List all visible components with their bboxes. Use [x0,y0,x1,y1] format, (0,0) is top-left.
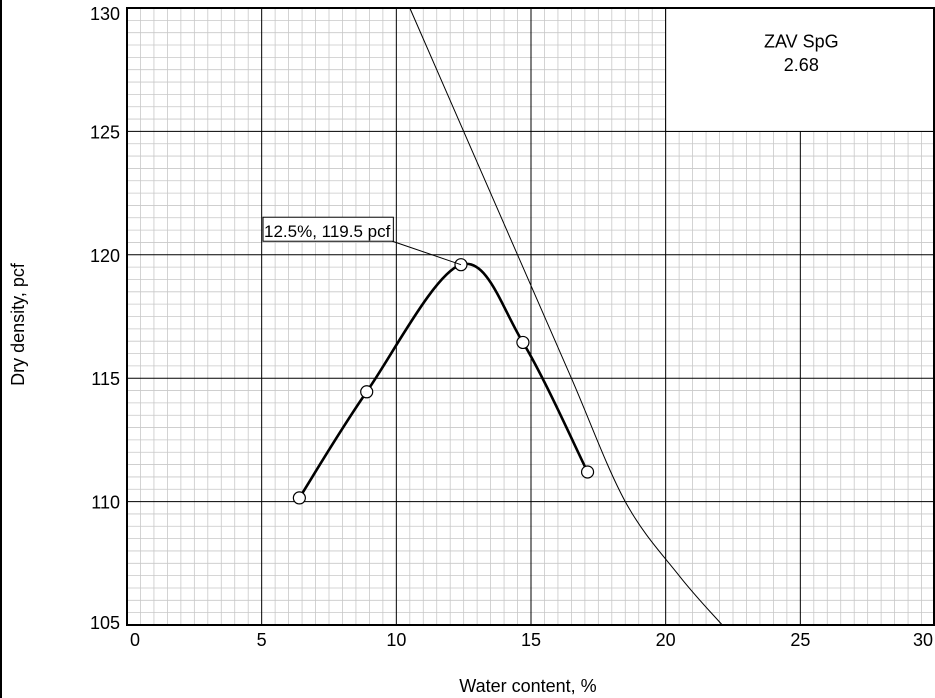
y-tick-label: 115 [91,369,120,389]
x-tick-label: 10 [386,630,406,650]
data-point [292,491,306,505]
y-tick-label: 120 [90,246,120,266]
y-tick-label: 125 [90,122,120,142]
y-tick-label: 110 [91,493,120,513]
y-axis-label: Dry density, pcf [8,262,28,386]
y-tick-labels: 105 110 115 120 125 130 [90,4,120,633]
x-tick-label: 5 [257,630,267,650]
x-tick-label: 0 [130,630,140,650]
peak-label: 12.5%, 119.5 pcf [264,222,391,241]
zav-annotation-value: 2.68 [784,55,819,75]
data-point [580,465,595,479]
data-points [292,258,595,505]
y-tick-label: 105 [90,613,120,633]
x-tick-label: 20 [656,630,676,650]
data-point [516,335,530,350]
zav-line [409,7,723,626]
x-tick-label: 25 [790,630,810,650]
plot-frame [126,7,935,626]
peak-label-box [262,216,394,242]
zav-annotation-title: ZAV SpG [764,31,839,51]
x-axis-label: Water content, % [459,676,596,696]
zav-annotation-box [665,7,935,132]
x-tick-label: 15 [521,630,541,650]
peak-leader-line [392,240,462,266]
x-tick-label: 30 [913,630,933,650]
y-tick-label: 130 [90,4,120,24]
x-tick-labels: 0 5 10 15 20 25 30 [130,630,933,650]
data-point [360,385,374,399]
